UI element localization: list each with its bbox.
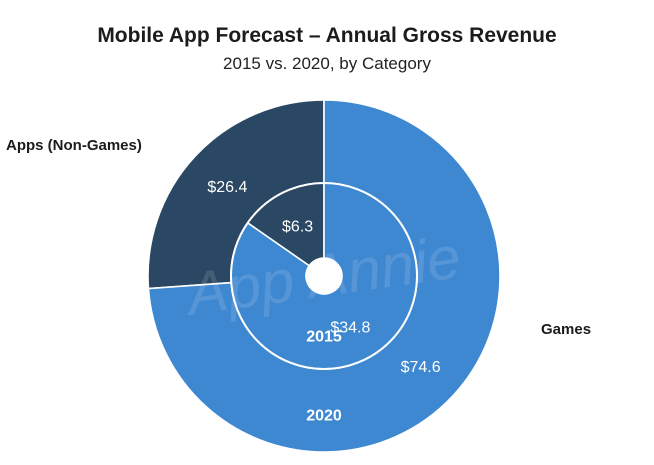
chart-title: Mobile App Forecast – Annual Gross Reven… bbox=[97, 24, 557, 47]
value-label-2020-apps: $26.4 bbox=[207, 179, 247, 196]
legend-games: Games bbox=[541, 321, 592, 338]
value-label-2015-apps: $6.3 bbox=[282, 218, 313, 235]
inner-ring-outline bbox=[230, 182, 418, 370]
center-hole bbox=[306, 258, 342, 294]
value-label-2020-games: $74.6 bbox=[401, 359, 441, 376]
chart-subtitle: 2015 vs. 2020, by Category bbox=[223, 54, 431, 73]
ring-label-2020: 2020 bbox=[306, 408, 342, 425]
ring-label-2015: 2015 bbox=[306, 329, 342, 346]
value-label-2015-games: $34.8 bbox=[330, 320, 370, 337]
legend-apps: Apps (Non-Games) bbox=[6, 137, 142, 154]
